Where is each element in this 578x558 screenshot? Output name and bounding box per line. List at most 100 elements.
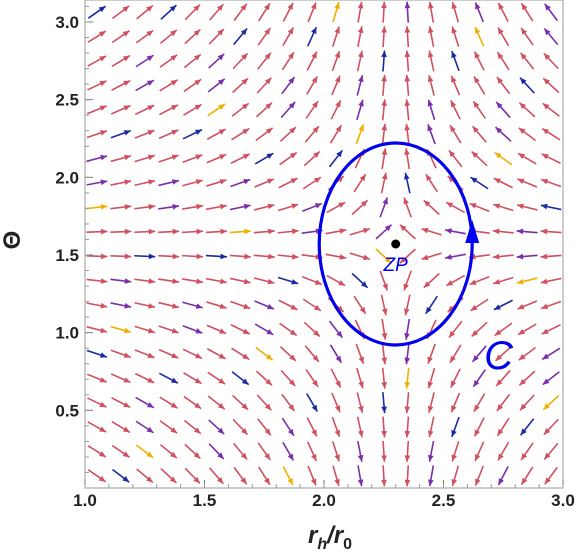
field-arrow-269 xyxy=(399,248,416,264)
field-arrow-56 xyxy=(135,79,155,92)
field-arrow-358 xyxy=(497,27,510,47)
field-arrow-276 xyxy=(404,74,411,96)
field-arrow-93 xyxy=(182,154,203,164)
field-arrow-294 xyxy=(427,124,436,145)
field-arrow-100 xyxy=(208,467,224,485)
field-arrow-35 xyxy=(110,104,131,115)
field-arrow-304 xyxy=(450,368,461,388)
field-arrow-191 xyxy=(301,202,323,212)
field-arrow-63 xyxy=(159,396,178,409)
field-arrow-200 xyxy=(332,465,340,487)
field-arrow-104 xyxy=(207,371,226,385)
field-arrow-59 xyxy=(136,4,154,20)
field-arrow-107 xyxy=(206,301,227,309)
field-arrow-113 xyxy=(206,153,227,164)
field-arrow-238 xyxy=(357,26,364,48)
field-arrow-42 xyxy=(135,420,154,434)
field-arrow-264 xyxy=(404,367,411,389)
field-arrow-78 xyxy=(160,29,178,44)
field-arrow-249 xyxy=(375,248,393,264)
field-arrow-146 xyxy=(254,323,274,336)
field-arrow-84 xyxy=(183,372,202,385)
field-arrow-6 xyxy=(86,326,108,334)
field-arrow-221 xyxy=(357,440,364,462)
field-arrow-277 xyxy=(404,50,411,72)
field-arrow-153 xyxy=(254,152,274,165)
x-axis-title-r: r xyxy=(308,522,319,549)
field-arrow-371 xyxy=(516,203,538,211)
field-arrow-158 xyxy=(257,27,271,46)
field-arrow-374 xyxy=(518,127,537,142)
y-axis-title: Θ xyxy=(0,231,26,250)
field-arrow-120 xyxy=(233,466,248,485)
field-arrow-143 xyxy=(256,394,272,411)
field-arrow-71 xyxy=(158,203,180,210)
field-arrow-177 xyxy=(281,51,295,71)
x-tick-label: 1.5 xyxy=(193,491,217,510)
field-arrow-243 xyxy=(381,392,387,414)
field-arrow-126 xyxy=(230,324,251,335)
field-arrow-76 xyxy=(159,79,178,92)
field-arrow-44 xyxy=(134,372,155,384)
field-arrow-49 xyxy=(134,253,156,260)
field-arrow-135 xyxy=(231,102,250,117)
field-arrow-193 xyxy=(303,150,321,167)
field-arrow-37 xyxy=(111,54,131,68)
field-arrow-203 xyxy=(331,392,341,413)
ticks-layer xyxy=(84,5,564,488)
field-arrow-369 xyxy=(516,253,538,260)
field-arrow-349 xyxy=(492,253,514,260)
field-arrow-216 xyxy=(331,75,341,96)
field-arrow-30 xyxy=(110,228,132,235)
field-arrow-9 xyxy=(86,253,108,260)
field-arrow-333 xyxy=(471,150,488,167)
field-arrow-283 xyxy=(427,392,435,413)
field-arrow-87 xyxy=(182,301,203,309)
field-arrow-331 xyxy=(469,202,490,212)
field-arrow-239 xyxy=(357,1,364,23)
field-arrow-149 xyxy=(253,253,275,260)
field-arrow-21 xyxy=(111,444,130,458)
field-arrow-217 xyxy=(331,50,341,72)
field-arrow-86 xyxy=(182,324,203,334)
field-arrow-178 xyxy=(282,27,295,47)
field-arrow-256 xyxy=(381,74,387,96)
field-arrow-228 xyxy=(351,272,369,289)
field-arrow-163 xyxy=(281,393,296,412)
field-arrow-336 xyxy=(473,75,486,95)
field-arrow-25 xyxy=(110,349,132,359)
field-arrow-38 xyxy=(111,30,130,44)
field-arrow-326 xyxy=(471,321,488,338)
field-arrow-66 xyxy=(158,325,179,334)
field-arrow-160 xyxy=(282,466,294,486)
field-arrow-128 xyxy=(229,277,251,285)
field-arrow-324 xyxy=(472,369,486,388)
field-arrow-151 xyxy=(253,203,275,211)
x-tick-label: 2.5 xyxy=(432,491,456,510)
field-arrow-254 xyxy=(381,123,388,145)
field-arrow-121 xyxy=(233,442,248,460)
field-arrow-175 xyxy=(280,101,296,119)
field-arrow-51 xyxy=(134,204,156,210)
field-arrow-291 xyxy=(423,199,440,216)
field-arrow-109 xyxy=(205,253,227,260)
field-arrow-314 xyxy=(449,124,462,144)
field-arrow-170 xyxy=(277,228,299,235)
field-arrow-118 xyxy=(208,28,225,45)
field-arrow-17 xyxy=(87,55,107,67)
field-arrow-211 xyxy=(326,201,346,214)
field-arrow-102 xyxy=(208,419,225,435)
field-arrow-73 xyxy=(158,154,179,163)
field-arrow-296 xyxy=(427,75,435,96)
field-arrow-398 xyxy=(543,28,559,46)
field-arrow-357 xyxy=(496,51,510,71)
field-arrow-43 xyxy=(135,396,155,409)
field-arrow-231 xyxy=(351,199,369,216)
field-arrow-348 xyxy=(492,276,514,285)
field-arrow-342 xyxy=(496,417,510,437)
field-arrow-265 xyxy=(404,343,410,365)
field-arrow-72 xyxy=(158,179,180,187)
field-arrow-4 xyxy=(86,373,107,383)
x-tick-label: 1.0 xyxy=(73,491,97,510)
field-arrow-186 xyxy=(303,321,321,338)
